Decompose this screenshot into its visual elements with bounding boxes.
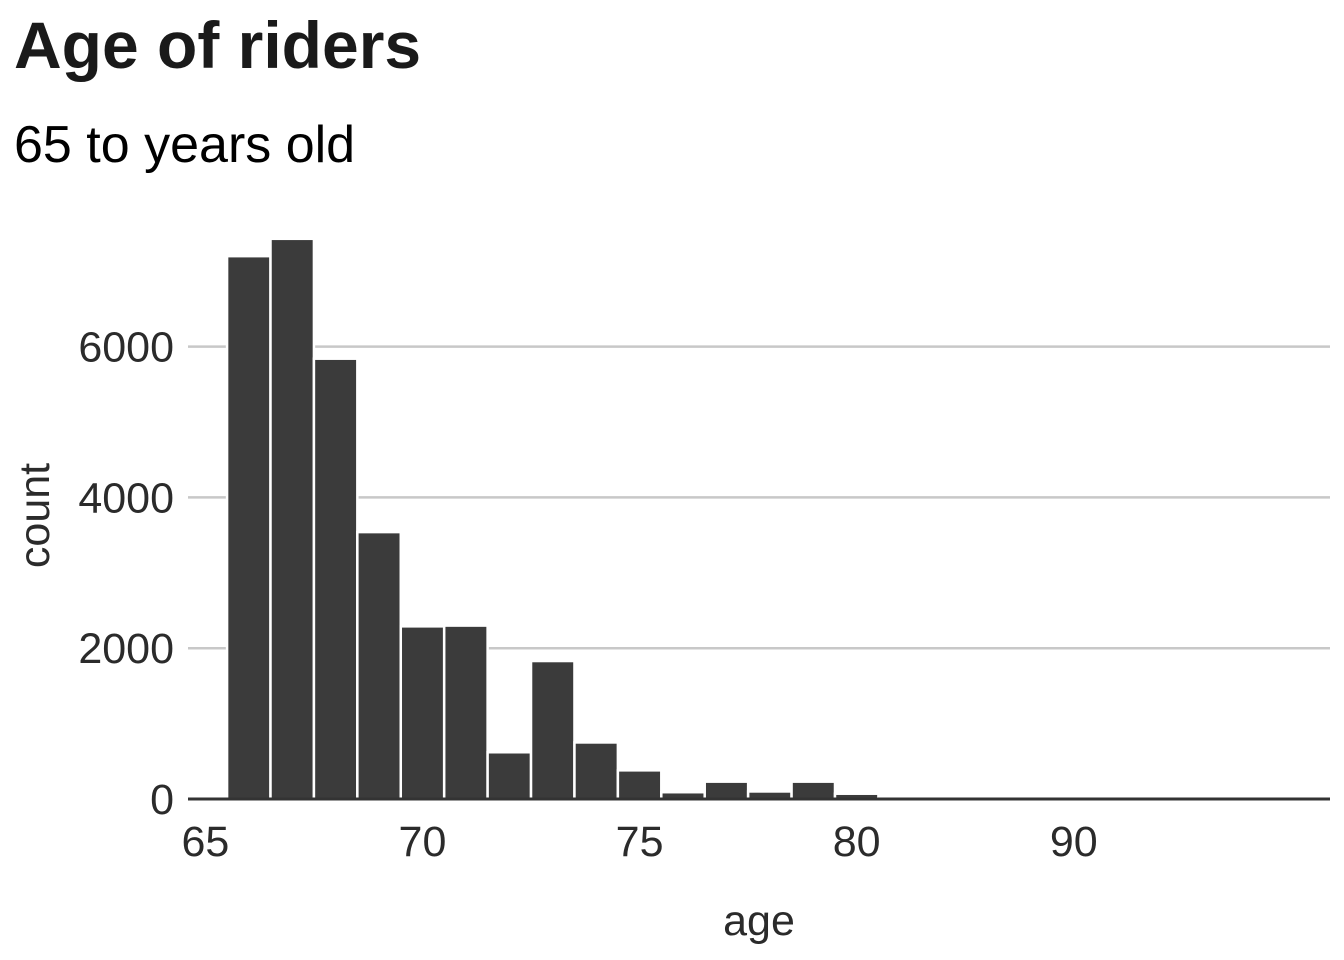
histogram-bar-1 <box>269 237 316 801</box>
histogram-bar-3 <box>356 530 403 801</box>
histogram-bar-0 <box>225 254 272 801</box>
x-tick-labels: 65 70 75 80 90 <box>181 818 1097 866</box>
y-tick-label-0: 0 <box>150 776 174 824</box>
y-tick-label-2000: 2000 <box>78 625 174 673</box>
chart-title: Age of riders <box>14 8 422 82</box>
x-axis-title: age <box>723 897 795 945</box>
y-tick-label-6000: 6000 <box>78 324 174 372</box>
x-tick-label-90: 90 <box>1050 818 1098 866</box>
histogram-bar-8 <box>573 741 620 801</box>
x-tick-label-70: 70 <box>399 818 447 866</box>
y-tick-label-4000: 4000 <box>78 474 174 522</box>
x-tick-label-75: 75 <box>616 818 664 866</box>
x-tick-label-65: 65 <box>181 818 229 866</box>
y-tick-labels: 0 2000 4000 6000 <box>78 324 174 824</box>
histogram-bar-7 <box>529 659 576 801</box>
histogram-bar-5 <box>442 624 489 801</box>
histogram-bar-13 <box>790 780 837 801</box>
histogram-bar-2 <box>312 357 359 801</box>
histogram-bar-6 <box>486 751 533 801</box>
x-tick-label-80: 80 <box>833 818 881 866</box>
histogram-bar-11 <box>703 780 750 801</box>
y-axis-title: count <box>11 463 59 568</box>
histogram-bar-4 <box>399 625 446 801</box>
histogram-bar-9 <box>616 769 663 801</box>
chart-subtitle: 65 to years old <box>14 116 356 174</box>
histogram-bars <box>225 237 1141 801</box>
